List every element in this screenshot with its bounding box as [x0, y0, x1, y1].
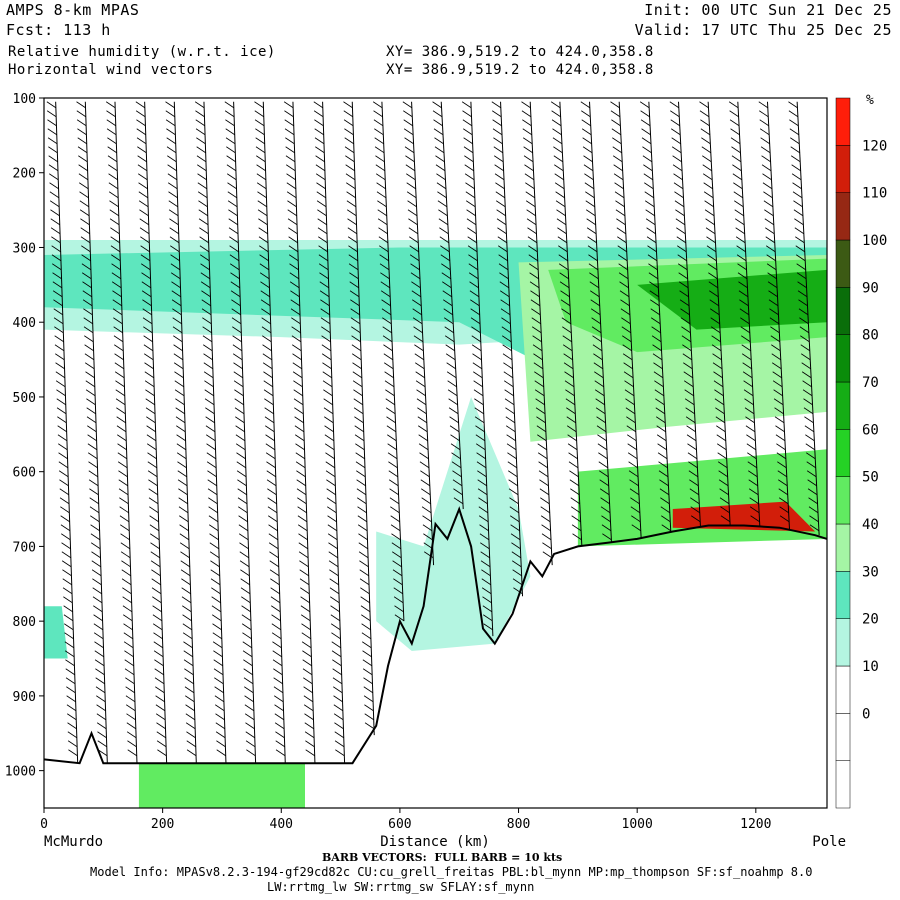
field-title-2: Horizontal wind vectors [8, 62, 214, 78]
barb-column [105, 101, 138, 764]
plot-frame [43, 97, 828, 809]
colorbar-label: 100 [862, 233, 887, 249]
y-tick-label: 600 [13, 466, 36, 481]
colorbar-label: 0 [862, 706, 870, 722]
y-tick-label: 700 [13, 540, 36, 555]
colorbar-label: 50 [862, 470, 879, 486]
y-tick-label: 500 [13, 391, 36, 406]
colorbar-segment [835, 571, 851, 619]
colorbar-label: 120 [862, 138, 887, 154]
wind-barbs [46, 101, 820, 764]
barb-column [550, 101, 583, 547]
y-axis: 100 200 300 400 500 600 700 800 900 1000 [5, 92, 44, 780]
colorbar-segment [835, 618, 851, 667]
valid-time: Valid: 17 UTC Thu 25 Dec 25 [634, 21, 892, 39]
barb-column [610, 101, 642, 539]
field-title-1: Relative humidity (w.r.t. ice) [8, 44, 276, 60]
colorbar-segment [835, 381, 851, 430]
barb-column [699, 101, 731, 526]
barb-column [135, 101, 168, 764]
x-end-label: Pole [812, 834, 846, 850]
forecast-hour: Fcst: 113 h [6, 21, 111, 39]
x-tick-label: 200 [151, 817, 174, 832]
colorbar-segment [835, 334, 851, 383]
model-info-2: LW:rrtmg_lw SW:rrtmg_sw SFLAY:sf_mynn [267, 880, 535, 894]
colorbar-label: 20 [862, 612, 879, 628]
colorbar-unit: % [866, 93, 874, 108]
y-tick-label: 400 [13, 316, 36, 331]
barb-column [788, 101, 820, 536]
y-tick-label: 100 [13, 92, 36, 107]
rh-band-120 [672, 501, 816, 532]
barb-column [313, 101, 346, 764]
rh-band-low [577, 449, 827, 547]
y-tick-label: 1000 [5, 765, 36, 780]
colorbar-label: 110 [862, 186, 887, 202]
x-tick-label: 800 [507, 817, 530, 832]
xy-range-1: XY= 386.9,519.2 to 424.0,358.8 [386, 44, 654, 60]
y-tick-label: 900 [13, 690, 36, 705]
x-axis-title: Distance (km) [380, 834, 490, 850]
colorbar-label: 60 [862, 422, 879, 438]
colorbar-label: 40 [862, 517, 879, 533]
barb-column [194, 101, 227, 764]
colorbar-segment [835, 239, 851, 288]
barb-column [639, 101, 672, 533]
barb-column [372, 101, 405, 622]
colorbar-label: 10 [862, 659, 879, 675]
rh-band-surface [138, 763, 305, 808]
colorbar-segment [835, 760, 851, 809]
barb-column [461, 101, 494, 637]
colorbar-segment [835, 287, 851, 335]
rh-band-left [44, 606, 68, 659]
barb-column [46, 101, 79, 763]
barb-column [76, 101, 108, 764]
terrain-line [43, 506, 828, 765]
x-axis: 0 200 400 600 800 1000 1200 [40, 808, 771, 832]
colorbar-segment [835, 476, 851, 525]
barb-column [254, 101, 286, 764]
colorbar-segment [835, 429, 851, 477]
init-time: Init: 00 UTC Sun 21 Dec 25 [644, 1, 892, 19]
barb-column [669, 101, 701, 528]
y-tick-label: 800 [13, 615, 36, 630]
x-start-label: McMurdo [44, 834, 103, 850]
x-tick-label: 600 [388, 817, 411, 832]
barb-column [758, 101, 790, 530]
colorbar-segment [835, 713, 851, 761]
colorbar-label: 80 [862, 328, 879, 344]
colorbar-segment [835, 97, 851, 146]
barb-note: BARB VECTORS: FULL BARB = 10 kts [322, 851, 563, 864]
barb-column [728, 101, 761, 527]
colorbar-label: 90 [862, 280, 879, 296]
rh-band-80 [637, 269, 827, 330]
barb-column [521, 101, 553, 566]
x-tick-label: 1000 [622, 817, 653, 832]
colorbar-segment [835, 192, 851, 241]
x-tick-label: 0 [40, 817, 48, 832]
model-title: AMPS 8-km MPAS [6, 1, 140, 19]
colorbar-label: 70 [862, 375, 879, 391]
barb-column [432, 101, 464, 510]
barb-column [283, 101, 316, 764]
barb-column [224, 101, 257, 764]
barb-column [491, 101, 524, 597]
xy-range-2: XY= 386.9,519.2 to 424.0,358.8 [386, 62, 654, 78]
colorbar-segment [835, 523, 851, 572]
y-tick-label: 300 [13, 241, 36, 256]
x-tick-label: 400 [270, 817, 293, 832]
barb-column [165, 101, 197, 764]
x-tick-label: 1200 [740, 817, 771, 832]
barb-column [402, 101, 435, 566]
barb-column [580, 101, 613, 543]
y-tick-label: 200 [13, 167, 36, 182]
colorbar-label: 30 [862, 564, 879, 580]
barb-column [343, 101, 375, 736]
colorbar-segment [835, 145, 851, 193]
colorbar-segment [835, 665, 851, 714]
model-info: Model Info: MPASv8.2.3-194-gf29cd82c CU:… [90, 865, 813, 879]
